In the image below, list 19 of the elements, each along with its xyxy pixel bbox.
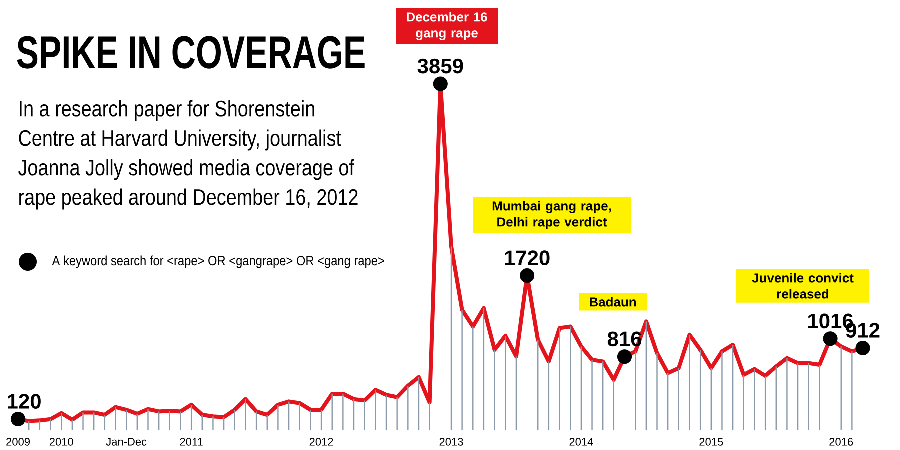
text: December 16 gang rape xyxy=(407,12,488,40)
x-tick-label: 2015 xyxy=(700,438,724,446)
annotation: Badaun xyxy=(590,297,636,307)
annotation: Juvenile convict released xyxy=(752,273,854,299)
x-tick-label: 2011 xyxy=(180,438,203,446)
x-tick-label: 2012 xyxy=(310,438,334,446)
x-tick-label: 2010 xyxy=(50,438,74,446)
data-label: 120 xyxy=(8,394,41,409)
chart-title: SPIKE IN COVERAGE xyxy=(17,36,365,69)
annotation: A keyword search for <rape> OR <gangrape> OR <gang rape> xyxy=(52,256,384,268)
x-tick-label: 2009 xyxy=(6,438,30,446)
x-tick-label: 2014 xyxy=(570,438,594,446)
data-label: 3859 xyxy=(418,58,464,74)
x-tick-label: 2016 xyxy=(830,438,854,446)
text: In a research paper for Shorenstein Centre at Harvard University, journalist Joanna Jolly showed media coverage of rape peaked around December 16, 2012 xyxy=(18,100,358,210)
x-tick-label: Jan-Dec xyxy=(106,438,147,446)
annotation: Mumbai gang rape, Delhi rape verdict xyxy=(492,201,612,230)
data-label: 1720 xyxy=(505,250,550,266)
x-tick-label: 2013 xyxy=(440,438,464,446)
